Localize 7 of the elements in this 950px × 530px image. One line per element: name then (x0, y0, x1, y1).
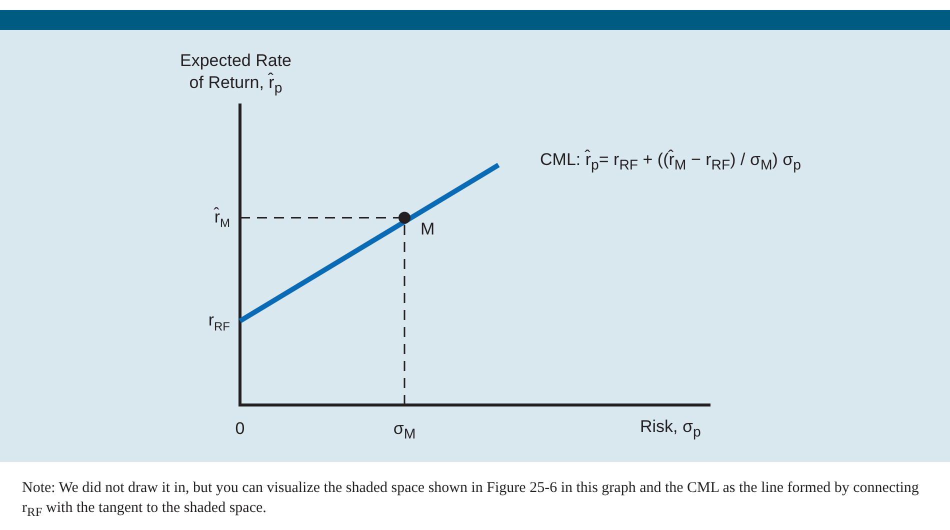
x-axis-title: Risk, σ$_{p}$ (640, 417, 701, 440)
annotation: M (420, 219, 435, 238)
text: CML: r̂$_{p}$= r$_{RF}$ + ((r̂$_{M}$ − r$_{RF}$) / σ$_{M}$) σ$_{p}$ (540, 150, 802, 174)
x-tick-label: σ$_{M}$ (393, 419, 416, 442)
x-tick-label: 0 (235, 419, 245, 439)
text: Note: We did not draw it in, but you can visualize the shaded space shown in Figure 25-6 in this graph and the CML as the line formed by connecting r$_{RF}$ with the tangent to the shaded space. (22, 479, 920, 521)
y-axis-title: Expected Rate of Return, r̂$_{p}$ (180, 50, 292, 98)
